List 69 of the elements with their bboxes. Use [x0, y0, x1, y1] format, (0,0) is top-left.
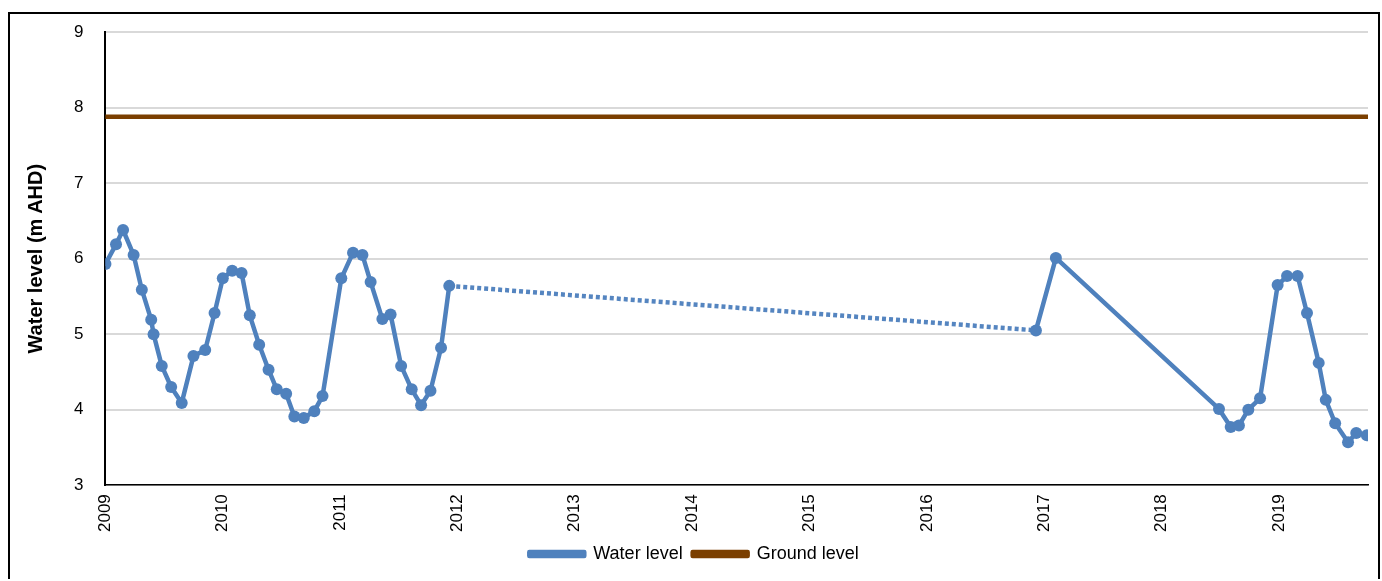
point [356, 248, 369, 261]
point [226, 264, 239, 277]
x-tick-label: 2014 [681, 494, 701, 533]
x-tick-label: 2015 [799, 494, 819, 533]
point [147, 328, 160, 341]
point [384, 308, 397, 321]
point [270, 383, 283, 396]
x-tick-label: 2012 [447, 494, 467, 533]
point [395, 359, 408, 372]
point [415, 399, 428, 412]
y-tick-label: 9 [73, 21, 84, 41]
point [175, 396, 188, 409]
point [135, 283, 148, 296]
point [216, 272, 229, 285]
y-axis-title: Water level (m AHD) [23, 163, 46, 354]
point [165, 381, 178, 394]
point [1212, 402, 1225, 415]
y-tick-label: 5 [73, 323, 84, 343]
x-tick-label: 2009 [95, 494, 115, 533]
point [443, 279, 456, 292]
y-tick-label: 4 [73, 399, 84, 419]
point [1271, 279, 1284, 292]
point [155, 359, 168, 372]
point [316, 390, 329, 403]
point [127, 248, 140, 261]
x-tick-label: 2010 [212, 494, 232, 533]
x-tick-label: 2019 [1268, 494, 1288, 533]
x-tick-label: 2018 [1151, 494, 1171, 533]
point [280, 387, 293, 400]
point [1312, 356, 1325, 369]
x-tick-label: 2011 [329, 494, 349, 531]
point [435, 341, 448, 354]
point [308, 405, 321, 418]
point [243, 309, 256, 322]
point [424, 384, 437, 397]
point [1342, 436, 1355, 449]
point [262, 363, 275, 376]
point [364, 276, 377, 289]
point [1242, 403, 1255, 416]
point [145, 313, 158, 326]
point [199, 344, 212, 357]
y-tick-label: 3 [73, 474, 84, 494]
x-tick-label: 2016 [916, 494, 936, 533]
x-tick-label: 2013 [564, 494, 584, 533]
legend-label: Water level [593, 542, 683, 563]
point [1319, 393, 1332, 406]
point [1049, 251, 1062, 264]
point [1232, 419, 1245, 432]
point [187, 350, 200, 363]
point [208, 307, 221, 320]
point [335, 272, 348, 285]
legend-label: Ground level [756, 542, 859, 563]
y-tick-label: 8 [73, 97, 84, 117]
point [1350, 427, 1363, 440]
point [1291, 270, 1304, 283]
point [117, 224, 130, 236]
point [253, 338, 266, 351]
point [297, 411, 310, 424]
point [1329, 417, 1342, 430]
y-tick-label: 7 [73, 172, 84, 192]
point [1281, 270, 1294, 283]
x-tick-label: 2017 [1033, 494, 1053, 533]
point [235, 267, 248, 280]
point [110, 238, 123, 251]
y-tick-label: 6 [73, 248, 84, 268]
point [1029, 324, 1042, 337]
point [405, 383, 418, 396]
point [1300, 307, 1313, 320]
point [1254, 392, 1267, 405]
